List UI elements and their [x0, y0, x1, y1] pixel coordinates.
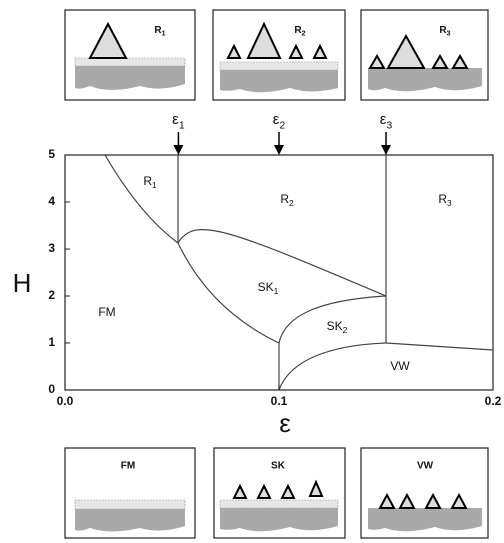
- region-label-main: R: [143, 174, 152, 188]
- region-label-sub: 1: [152, 180, 157, 190]
- region-label-main: VW: [390, 359, 410, 373]
- boundary: [279, 343, 386, 390]
- marker-arrowhead: [381, 145, 391, 155]
- marker-arrowhead: [274, 145, 284, 155]
- panel-label-sub: 1: [162, 30, 166, 37]
- y-tick-label: 3: [48, 241, 55, 255]
- y-tick-label: 5: [48, 147, 55, 161]
- panel-label: VW: [417, 461, 434, 472]
- x-tick-label: 0.2: [485, 394, 502, 408]
- x-tick-label: 0.1: [271, 394, 288, 408]
- region-label: R3: [438, 192, 452, 208]
- region-label-main: R: [438, 192, 447, 206]
- panel-label-sub: 3: [447, 30, 451, 37]
- marker-label-sub: 2: [279, 119, 285, 131]
- panel-label: SK: [271, 461, 286, 472]
- region-label-main: SK: [258, 280, 274, 294]
- region-label-main: SK: [327, 319, 343, 333]
- substrate: [75, 509, 185, 532]
- y-tick-label: 1: [48, 335, 55, 349]
- substrate: [220, 70, 338, 92]
- region-label: R1: [143, 174, 157, 190]
- panel-label: FM: [121, 461, 135, 472]
- y-tick-label: 2: [48, 288, 55, 302]
- marker-label: ε3: [380, 111, 393, 131]
- region-label-main: R: [280, 192, 289, 206]
- region-label-main: FM: [98, 305, 115, 319]
- marker-arrowhead: [173, 145, 183, 155]
- top-panels: [65, 10, 488, 100]
- marker-label-sub: 1: [179, 119, 185, 131]
- layer: [220, 62, 338, 70]
- x-axis-label: ε: [279, 408, 291, 438]
- y-tick-label: 0: [48, 382, 55, 396]
- layer: [75, 500, 185, 509]
- substrate: [368, 508, 482, 531]
- substrate: [75, 66, 185, 90]
- region-label: SK1: [258, 280, 279, 296]
- region-label: FM: [98, 305, 115, 319]
- substrate: [368, 68, 482, 91]
- boundary: [386, 343, 493, 350]
- y-tick-label: 4: [48, 194, 55, 208]
- y-axis-label: H: [13, 268, 32, 298]
- region-label-sub: 2: [289, 198, 294, 208]
- region-label-sub: 2: [343, 325, 348, 335]
- figure: H ε 0.00.10.2012345ε1ε2ε3R1R2R3SK1SK2FMV…: [0, 0, 504, 543]
- boundary: [105, 155, 178, 243]
- region-label: VW: [390, 359, 410, 373]
- region-label: R2: [280, 192, 294, 208]
- layer: [75, 58, 185, 66]
- marker-label-sub: 3: [386, 119, 392, 131]
- plot: [65, 155, 493, 390]
- marker-label: ε2: [273, 111, 286, 131]
- region-label-sub: 3: [447, 198, 452, 208]
- substrate: [220, 508, 338, 531]
- layer: [220, 500, 338, 508]
- x-tick-label: 0.0: [57, 394, 74, 408]
- region-label-sub: 1: [274, 286, 279, 296]
- boundary: [178, 230, 386, 296]
- panel-label-sub: 2: [302, 30, 306, 37]
- marker-label: ε1: [172, 111, 185, 131]
- region-label: SK2: [327, 319, 348, 335]
